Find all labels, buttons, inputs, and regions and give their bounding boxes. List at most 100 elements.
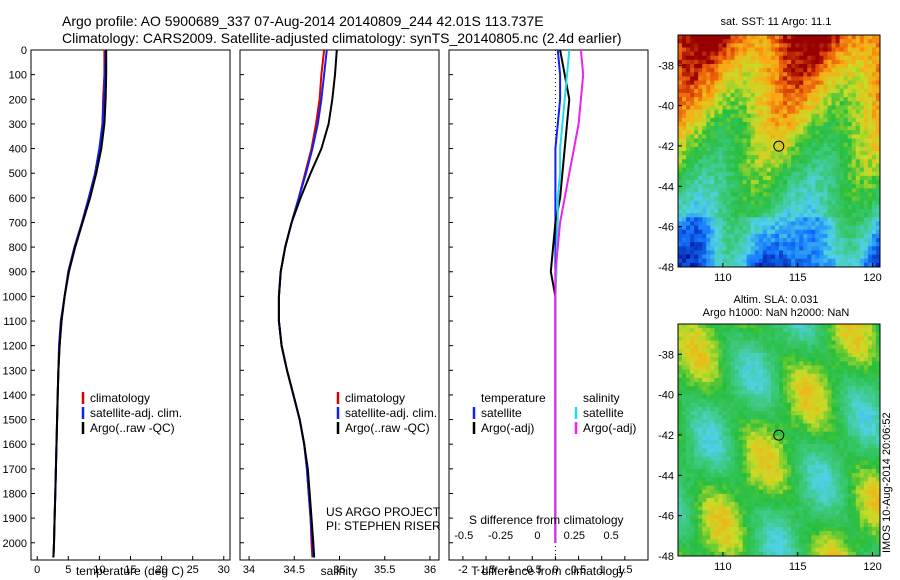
map-cell	[803, 332, 808, 337]
map-cell	[839, 250, 845, 255]
map-cell	[783, 159, 788, 164]
difference-legend: temperature salinity satellite Argo(-adj…	[469, 391, 636, 527]
map-cell	[690, 159, 695, 164]
map-cell	[831, 324, 836, 329]
map-cell	[839, 386, 845, 391]
map-cell	[819, 373, 824, 379]
map-cell	[678, 213, 683, 218]
map-cell	[799, 357, 804, 362]
map-cell	[875, 175, 881, 181]
map-cell	[779, 435, 784, 441]
map-cell	[718, 411, 723, 416]
map-cell	[799, 332, 804, 337]
map-cell	[774, 113, 780, 119]
difference-xlabel: T difference from climatology	[471, 564, 625, 578]
map-cell	[851, 481, 857, 486]
map-cell	[839, 419, 845, 424]
map-cell	[859, 184, 865, 189]
map-cell	[714, 427, 719, 433]
map-cell	[702, 473, 707, 478]
map-cell	[859, 242, 865, 247]
map-cell	[698, 39, 703, 44]
map-cell	[827, 35, 832, 40]
map-cell	[807, 80, 812, 86]
map-cell	[779, 460, 784, 466]
map-cell	[795, 386, 800, 391]
map-cell	[843, 377, 849, 383]
map-cell	[843, 126, 849, 131]
map-cell	[831, 159, 836, 164]
map-cell	[730, 43, 735, 48]
map-cell	[851, 159, 857, 164]
map-cell	[718, 130, 723, 135]
map-cell	[871, 80, 877, 86]
map-cell	[779, 113, 784, 119]
map-cell	[851, 221, 857, 226]
map-cell	[770, 415, 776, 420]
map-cell	[811, 76, 816, 81]
map-cell	[851, 209, 857, 214]
map-cell	[746, 76, 752, 81]
map-cell	[678, 258, 683, 264]
map-cell	[738, 68, 744, 73]
map-cell	[742, 386, 748, 391]
map-cell	[750, 196, 756, 202]
map-cell	[738, 361, 744, 366]
map-cell	[742, 146, 748, 152]
map-cell	[855, 221, 861, 226]
map-cell	[758, 377, 764, 383]
map-cell	[770, 55, 776, 61]
map-cell	[730, 146, 735, 152]
map-cell	[758, 155, 764, 160]
map-cell	[730, 348, 735, 354]
map-cell	[839, 163, 845, 168]
map-cell	[787, 440, 792, 445]
map-cell	[855, 163, 861, 168]
map-cell	[867, 242, 873, 247]
map-cell	[823, 151, 828, 156]
map-cell	[762, 448, 768, 453]
map-cell	[730, 238, 735, 243]
map-cell	[702, 204, 707, 210]
map-cell	[682, 130, 687, 135]
map-cell	[859, 97, 865, 102]
map-cell	[690, 357, 695, 362]
map-cell	[847, 171, 853, 177]
map-cell	[807, 55, 812, 61]
map-cell	[831, 427, 836, 433]
map-cell	[803, 394, 808, 399]
map-cell	[807, 35, 812, 40]
map-cell	[807, 59, 812, 65]
map-cell	[875, 217, 881, 222]
map-cell	[754, 324, 760, 329]
map-cell	[875, 390, 881, 395]
map-cell	[831, 171, 836, 177]
map-cell	[799, 167, 804, 173]
map-cell	[847, 473, 853, 478]
map-cell	[774, 406, 780, 412]
map-cell	[859, 196, 865, 202]
map-cell	[690, 258, 695, 264]
map-cell	[726, 167, 731, 173]
map-cell	[678, 481, 683, 486]
map-cell	[807, 464, 812, 470]
map-cell	[738, 473, 744, 478]
map-cell	[698, 348, 703, 354]
map-cell	[819, 171, 824, 177]
map-cell	[819, 357, 824, 362]
map-cell	[750, 151, 756, 156]
map-cell	[875, 138, 881, 144]
map-cell	[726, 217, 731, 222]
map-cell	[710, 402, 715, 408]
map-cell	[678, 76, 683, 81]
map-cell	[819, 452, 824, 457]
map-cell	[710, 340, 715, 346]
map-cell	[738, 47, 744, 52]
map-cell	[779, 200, 784, 206]
map-cell	[831, 254, 836, 260]
map-cell	[742, 184, 748, 189]
map-cell	[807, 171, 812, 177]
map-cell	[871, 415, 877, 420]
map-cell	[770, 213, 776, 218]
map-cell	[871, 357, 877, 362]
